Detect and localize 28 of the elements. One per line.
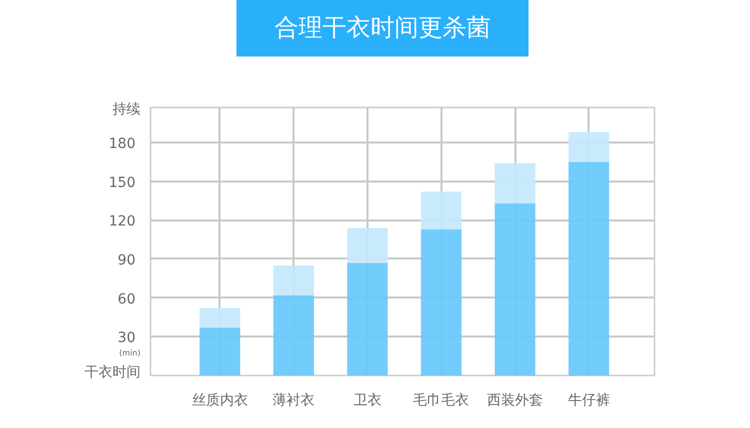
bar (347, 262, 388, 376)
y-tick-label: 30 (118, 330, 136, 346)
bar (273, 295, 314, 376)
text: 干衣时间 (84, 364, 140, 380)
chart-title: 合理干衣时间更杀菌 (274, 14, 490, 42)
y-tick-label: 60 (118, 291, 136, 308)
x-tick-label: 西装外套 (487, 392, 544, 408)
x-tick-label: 丝质内衣 (192, 392, 248, 408)
y-tick-label: 120 (108, 214, 136, 230)
bar (568, 132, 610, 162)
bar (200, 308, 240, 328)
bar (420, 229, 462, 376)
y-tick-label: 90 (118, 252, 136, 268)
bar (568, 162, 610, 376)
text: 持续 (112, 102, 140, 118)
x-tick-label: 薄衬衣 (272, 392, 315, 408)
x-tick-label: 卫衣 (353, 392, 382, 408)
bar (273, 265, 314, 296)
x-tick-label: 毛巾毛衣 (413, 392, 470, 408)
y-tick-label: 180 (108, 136, 136, 152)
y-tick-label: 150 (108, 174, 136, 191)
bar (200, 328, 240, 376)
text: (min) (119, 348, 140, 358)
bar (494, 203, 536, 376)
bar (494, 163, 536, 204)
x-tick-label: 牛仔裤 (568, 392, 610, 408)
bar (347, 228, 388, 263)
bar (420, 192, 462, 230)
